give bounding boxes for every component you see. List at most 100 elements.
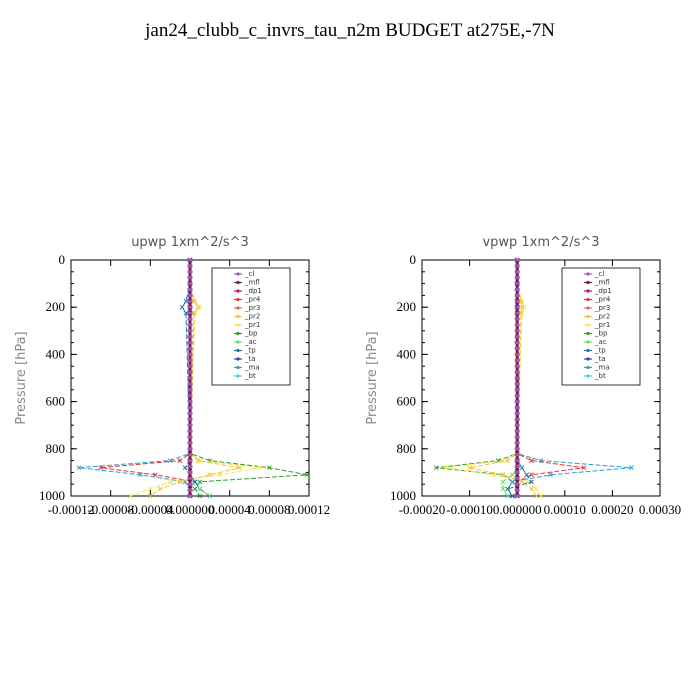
- data-point: [529, 479, 534, 485]
- legend-marker: [236, 374, 240, 378]
- data-point: [197, 479, 203, 485]
- y-tick-label: 1000: [39, 488, 65, 503]
- profile-marker: [187, 329, 193, 333]
- y-axis-label: Pressure [hPa]: [14, 331, 29, 424]
- y-tick-label: 600: [397, 394, 417, 409]
- profile-marker: [187, 305, 193, 309]
- series-line-pr1: [445, 260, 542, 497]
- profile-marker: [187, 258, 193, 262]
- data-point: [76, 465, 82, 471]
- legend-marker: [236, 297, 240, 302]
- profile-marker: [514, 317, 520, 321]
- y-tick-label: 800: [46, 441, 66, 456]
- profile-marker: [514, 270, 520, 274]
- legend-box: [561, 267, 641, 386]
- profile-marker: [187, 311, 193, 315]
- profile-marker: [187, 370, 193, 374]
- data-point: [524, 472, 530, 478]
- legend-label: _mfl: [244, 279, 260, 287]
- profile-marker: [514, 370, 520, 374]
- data-point: [505, 486, 511, 492]
- profile-marker: [187, 276, 193, 280]
- legend-label: _bp: [594, 330, 608, 338]
- y-axis-label: Pressure [hPa]: [365, 331, 380, 424]
- profile-marker: [514, 311, 520, 315]
- data-point: [629, 465, 634, 471]
- chart-panel-1: upwp 1xm^2/s^3 Pressure [hPa] 0 200 400 600 80…: [14, 235, 330, 517]
- data-point: [98, 465, 104, 471]
- y-tick-label: 800: [397, 441, 417, 456]
- profile-marker: [187, 341, 193, 345]
- profile-marker: [514, 476, 520, 480]
- data-point: [500, 486, 506, 492]
- legend-label: _bp: [244, 330, 258, 338]
- legend-marker: [586, 374, 590, 378]
- profile-marker: [514, 293, 520, 297]
- y-tick-label: 200: [46, 299, 66, 314]
- y-tick-label: 0: [59, 252, 66, 267]
- profile-marker: [514, 447, 520, 451]
- legend-marker: [236, 365, 240, 370]
- profile-marker: [514, 429, 520, 433]
- data-point: [152, 472, 158, 478]
- profile-marker: [514, 423, 520, 427]
- profile-marker: [514, 258, 520, 262]
- series-line-ma: [78, 260, 191, 496]
- profile-marker: [187, 429, 193, 433]
- profile-marker: [187, 453, 193, 457]
- profile-marker: [514, 494, 520, 498]
- legend-label: _pr1: [594, 321, 610, 329]
- legend-marker: [236, 323, 240, 327]
- profile-marker: [514, 417, 520, 421]
- figure-title: jan24_clubb_c_invrs_tau_n2m BUDGET at275…: [145, 20, 555, 41]
- data-point: [128, 493, 133, 499]
- legend-marker: [586, 314, 590, 319]
- profile-marker: [187, 465, 193, 468]
- data-point: [177, 458, 183, 463]
- profile-marker: [187, 270, 193, 274]
- data-point: [147, 486, 153, 492]
- legend-label: _tp: [244, 347, 256, 355]
- profile-marker: [514, 329, 520, 333]
- profile-marker: [187, 417, 193, 421]
- data-point: [257, 465, 262, 471]
- data-point: [519, 298, 525, 304]
- profile-marker: [187, 352, 193, 356]
- x-tick-label: -0.00012: [48, 502, 95, 517]
- y-tick-label: 0: [410, 252, 417, 267]
- data-point: [548, 472, 553, 478]
- legend-label: _pr4: [594, 296, 611, 304]
- profile-marker: [514, 305, 520, 309]
- profile-marker: [187, 317, 193, 321]
- data-point: [500, 472, 506, 478]
- legend-marker: [586, 272, 590, 276]
- legend-label: _cl: [594, 270, 604, 278]
- legend-label: _mfl: [594, 279, 610, 287]
- profile-marker: [514, 347, 520, 350]
- profile-marker: [514, 264, 520, 268]
- legend-marker: [236, 314, 240, 319]
- series-line-pr2: [150, 260, 240, 497]
- profile-marker: [187, 476, 193, 480]
- data-point: [266, 465, 272, 471]
- data-point: [177, 479, 183, 485]
- panel-title: vpwp 1xm^2/s^3: [482, 235, 599, 250]
- profile-marker: [187, 435, 193, 439]
- legend-label: _ta: [244, 355, 256, 363]
- data-point: [157, 486, 163, 492]
- data-point: [192, 479, 198, 485]
- legend-marker: [236, 340, 240, 344]
- legend-label: _pr1: [244, 321, 260, 329]
- data-point: [510, 479, 515, 485]
- profile-marker: [187, 299, 193, 303]
- profile-marker: [187, 470, 193, 474]
- data-point: [533, 486, 539, 492]
- x-tick-label: 0.00004: [209, 502, 252, 517]
- data-point: [519, 304, 525, 310]
- data-point: [467, 465, 472, 471]
- x-tick-label: 0.00010: [544, 502, 586, 517]
- profile-marker: [187, 347, 193, 350]
- data-point: [207, 493, 213, 499]
- data-point: [182, 465, 188, 471]
